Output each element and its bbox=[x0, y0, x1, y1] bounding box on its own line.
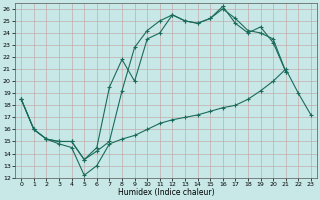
X-axis label: Humidex (Indice chaleur): Humidex (Indice chaleur) bbox=[118, 188, 214, 197]
